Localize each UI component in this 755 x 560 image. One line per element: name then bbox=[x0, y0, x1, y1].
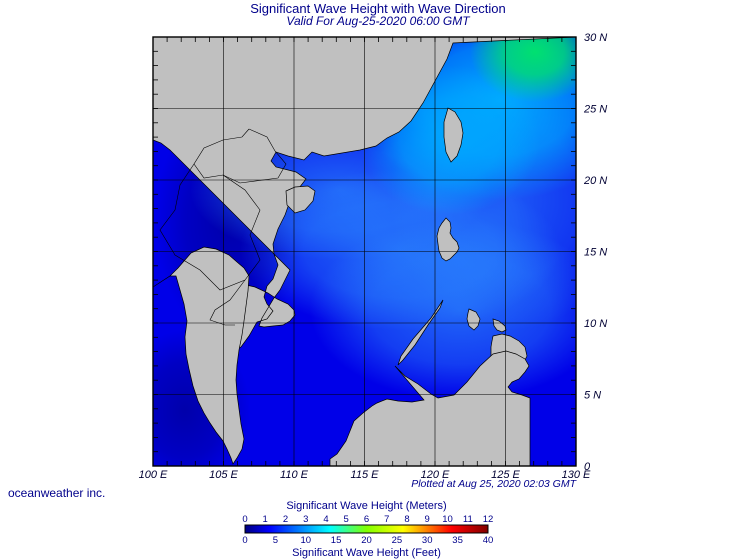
svg-text:7: 7 bbox=[384, 514, 389, 525]
svg-text:2: 2 bbox=[283, 514, 288, 525]
svg-text:15 N: 15 N bbox=[584, 247, 607, 259]
svg-text:0: 0 bbox=[584, 461, 591, 473]
svg-text:1: 1 bbox=[263, 514, 268, 525]
svg-text:25: 25 bbox=[392, 535, 403, 546]
svg-text:35: 35 bbox=[452, 535, 463, 546]
svg-text:30: 30 bbox=[422, 535, 433, 546]
svg-text:125 E: 125 E bbox=[491, 469, 520, 481]
svg-text:10: 10 bbox=[301, 535, 312, 546]
svg-text:25 N: 25 N bbox=[583, 104, 607, 116]
svg-text:5: 5 bbox=[273, 535, 278, 546]
svg-text:8: 8 bbox=[404, 514, 409, 525]
svg-text:30 N: 30 N bbox=[584, 32, 607, 44]
svg-text:0: 0 bbox=[242, 514, 247, 525]
svg-text:20 N: 20 N bbox=[583, 175, 607, 187]
svg-text:oceanweather inc.: oceanweather inc. bbox=[8, 486, 105, 500]
svg-text:100 E: 100 E bbox=[139, 469, 168, 481]
svg-text:4: 4 bbox=[323, 514, 328, 525]
svg-text:15: 15 bbox=[331, 535, 342, 546]
svg-text:115 E: 115 E bbox=[351, 469, 380, 481]
svg-text:3: 3 bbox=[303, 514, 308, 525]
svg-text:5 N: 5 N bbox=[584, 390, 601, 402]
svg-text:12: 12 bbox=[483, 514, 494, 525]
svg-text:0: 0 bbox=[242, 535, 247, 546]
svg-text:110 E: 110 E bbox=[280, 469, 309, 481]
svg-text:20: 20 bbox=[361, 535, 372, 546]
svg-text:6: 6 bbox=[364, 514, 369, 525]
svg-text:10 N: 10 N bbox=[584, 318, 607, 330]
svg-text:40: 40 bbox=[483, 535, 494, 546]
svg-text:Valid For Aug-25-2020 06:00 GM: Valid For Aug-25-2020 06:00 GMT bbox=[286, 14, 471, 28]
svg-text:120 E: 120 E bbox=[421, 469, 450, 481]
svg-text:Significant Wave Height (Feet): Significant Wave Height (Feet) bbox=[292, 547, 441, 559]
svg-text:9: 9 bbox=[425, 514, 430, 525]
svg-text:Significant Wave Height (Meter: Significant Wave Height (Meters) bbox=[286, 500, 446, 512]
svg-text:105 E: 105 E bbox=[209, 469, 238, 481]
svg-text:11: 11 bbox=[463, 514, 473, 525]
svg-text:5: 5 bbox=[344, 514, 349, 525]
svg-text:10: 10 bbox=[442, 514, 453, 525]
